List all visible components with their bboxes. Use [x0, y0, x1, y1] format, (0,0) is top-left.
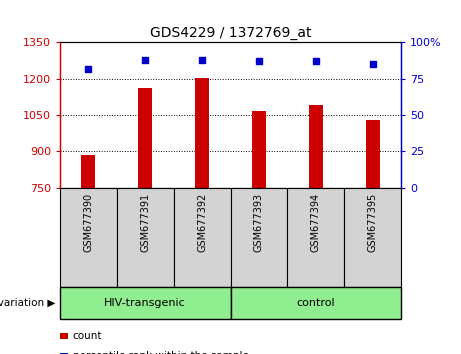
Bar: [138, 88, 152, 188]
Text: control: control: [296, 298, 335, 308]
Bar: [309, 105, 323, 188]
Bar: [81, 155, 95, 188]
Text: HIV-transgenic: HIV-transgenic: [104, 298, 186, 308]
Text: GSM677393: GSM677393: [254, 193, 264, 252]
Text: GSM677394: GSM677394: [311, 193, 321, 252]
Text: percentile rank within the sample: percentile rank within the sample: [73, 351, 249, 354]
Point: [369, 61, 376, 67]
Title: GDS4229 / 1372769_at: GDS4229 / 1372769_at: [150, 26, 311, 40]
Bar: [195, 78, 209, 188]
Text: GSM677390: GSM677390: [83, 193, 94, 252]
Point: [142, 57, 149, 63]
Text: genotype/variation ▶: genotype/variation ▶: [0, 298, 55, 308]
Bar: [366, 120, 380, 188]
Point: [255, 58, 263, 64]
Text: GSM677392: GSM677392: [197, 193, 207, 252]
Point: [198, 57, 206, 63]
Text: count: count: [73, 331, 102, 341]
Point: [312, 58, 319, 64]
Point: [85, 66, 92, 72]
Bar: [252, 112, 266, 188]
Text: GSM677391: GSM677391: [140, 193, 150, 252]
Text: GSM677395: GSM677395: [367, 193, 378, 252]
